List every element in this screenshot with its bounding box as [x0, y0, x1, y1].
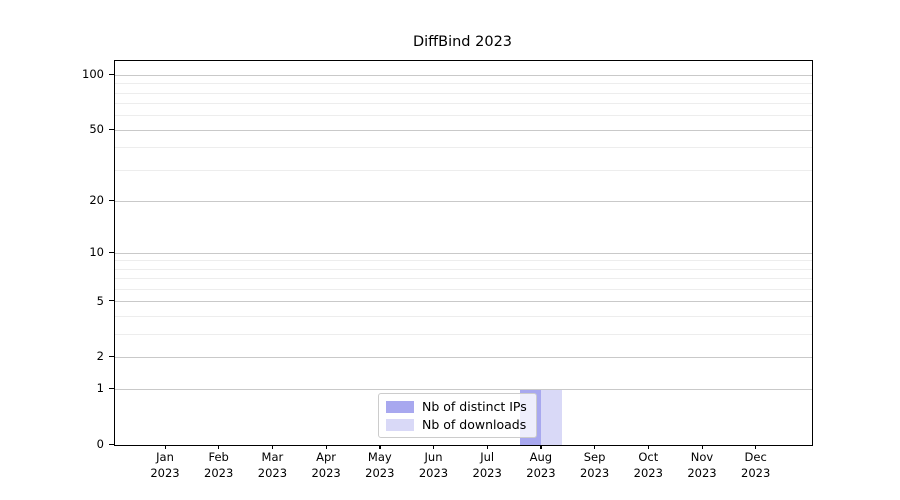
- gridline-minor: [115, 103, 812, 105]
- x-axis-tick-label: May 2023: [365, 450, 395, 480]
- y-axis-tick: [109, 128, 114, 130]
- plot-area: Nb of distinct IPs Nb of downloads: [114, 60, 813, 446]
- y-axis-tick: [109, 199, 114, 202]
- x-axis-tick: [647, 445, 650, 450]
- gridline-minor: [115, 278, 812, 279]
- legend: Nb of distinct IPs Nb of downloads: [378, 393, 537, 438]
- gridline-major: [115, 200, 812, 202]
- gridline-minor: [115, 83, 812, 85]
- legend-label-downloads: Nb of downloads: [422, 417, 527, 432]
- x-axis-tick: [379, 445, 381, 450]
- x-axis-tick-label: Oct 2023: [633, 450, 663, 480]
- y-axis-tick-label: 50: [89, 122, 104, 137]
- y-axis-tick-label: 1: [96, 381, 104, 396]
- x-axis-tick: [486, 445, 488, 450]
- y-axis-tick-label: 2: [96, 349, 104, 364]
- y-axis-tick-label: 5: [96, 293, 104, 308]
- x-axis-tick-label: Apr 2023: [311, 450, 341, 480]
- gridline-major: [115, 356, 812, 358]
- gridline-minor: [115, 288, 812, 290]
- x-axis-tick: [164, 445, 166, 450]
- y-axis-tick-label: 100: [82, 67, 104, 82]
- y-axis-tick: [109, 387, 114, 390]
- gridline-minor: [115, 92, 812, 94]
- x-axis-tick: [325, 445, 327, 450]
- legend-swatch-distinct-ips: [386, 400, 414, 413]
- x-axis-tick-label: Jan 2023: [150, 450, 180, 480]
- x-axis-tick: [540, 445, 542, 450]
- y-axis-tick: [109, 443, 114, 445]
- gridline-minor: [115, 315, 812, 317]
- y-axis-tick-label: 0: [96, 437, 104, 451]
- legend-item-distinct-ips: Nb of distinct IPs: [386, 399, 527, 414]
- x-axis-tick-label: Dec 2023: [741, 450, 771, 480]
- gridline-major: [115, 301, 812, 303]
- legend-swatch-downloads: [386, 418, 414, 431]
- chart-title: DiffBind 2023: [412, 34, 513, 50]
- y-axis-tick: [109, 251, 114, 253]
- legend-item-downloads: Nb of downloads: [386, 417, 527, 432]
- y-axis-tick-label: 10: [89, 245, 104, 259]
- x-axis-tick: [433, 445, 435, 450]
- x-axis-tick-label: Mar 2023: [257, 450, 288, 480]
- gridline-minor: [115, 260, 812, 262]
- gridline-major: [115, 129, 812, 131]
- x-axis-tick-label: Aug 2023: [526, 450, 556, 480]
- bar-downloads: [540, 389, 562, 445]
- x-axis-tick: [271, 445, 274, 450]
- y-axis-tick: [109, 73, 114, 76]
- gridline-major: [115, 74, 812, 76]
- gridline-minor: [115, 115, 812, 117]
- gridline-minor: [115, 333, 812, 335]
- gridline-minor: [115, 268, 812, 270]
- gridline-major: [115, 252, 812, 254]
- x-axis-tick: [701, 445, 703, 450]
- x-axis-tick-label: Sep 2023: [579, 450, 610, 480]
- gridline-minor: [115, 147, 812, 149]
- x-axis-tick-label: Jun 2023: [418, 450, 449, 480]
- y-axis-tick: [109, 355, 114, 357]
- legend-label-distinct-ips: Nb of distinct IPs: [422, 399, 527, 414]
- gridline-major: [115, 389, 812, 390]
- x-axis-tick: [594, 445, 596, 450]
- y-axis-tick-label: 20: [89, 193, 104, 208]
- x-axis-tick-label: Jul 2023: [472, 450, 502, 480]
- x-axis-tick: [218, 445, 220, 450]
- x-axis-tick-label: Nov 2023: [687, 450, 717, 480]
- y-axis-tick: [109, 300, 114, 302]
- x-axis-tick: [755, 445, 757, 450]
- x-axis-tick-label: Feb 2023: [204, 450, 234, 480]
- gridline-minor: [115, 169, 812, 171]
